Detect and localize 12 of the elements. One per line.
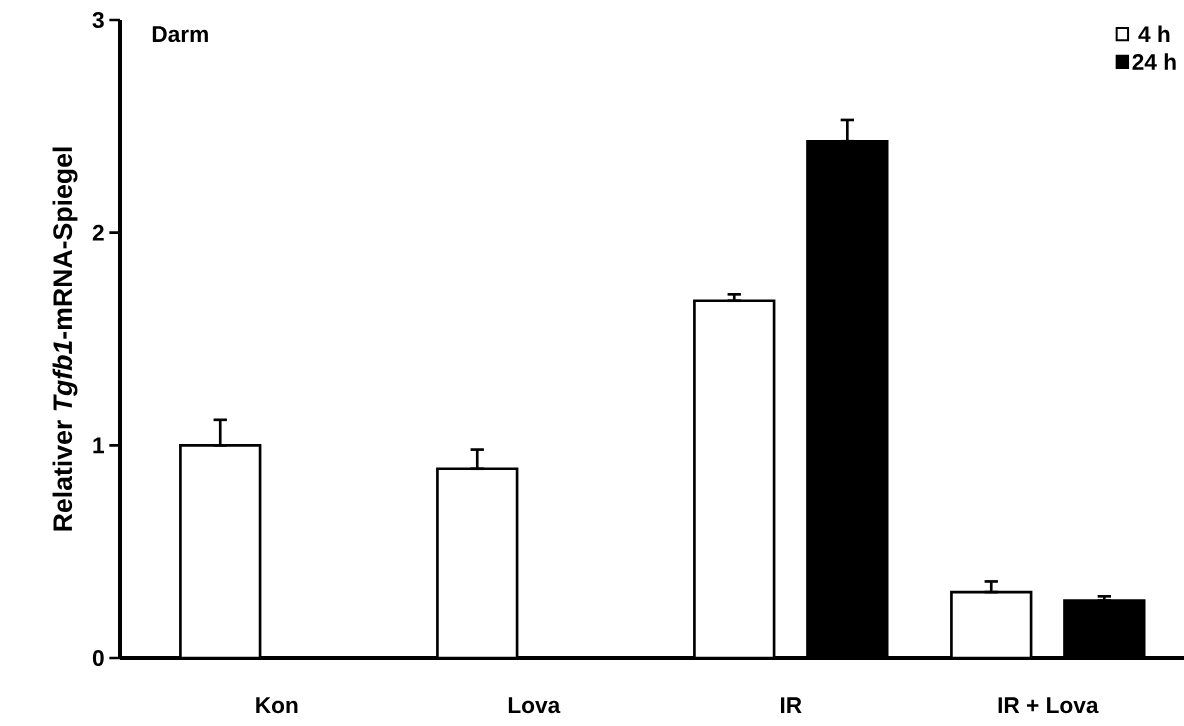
x-tick-label: IR + Lova <box>998 697 1099 714</box>
y-tick-label: 3 <box>92 11 104 29</box>
x-tick-label: Kon <box>256 697 298 714</box>
y-tick-label: 2 <box>92 224 104 241</box>
chart-title: Darm <box>152 26 208 43</box>
x-tick-label: Lova <box>508 697 561 714</box>
legend-label: 24 h <box>1132 53 1176 70</box>
y-tick-label: 0 <box>92 649 104 667</box>
y-tick-label: 1 <box>93 437 104 454</box>
x-tick-label: IR <box>780 697 802 713</box>
y-axis-title: Relativer Tgfb1-mRNA-Spiegel <box>52 147 78 531</box>
legend-label: 4 h <box>1138 25 1170 43</box>
